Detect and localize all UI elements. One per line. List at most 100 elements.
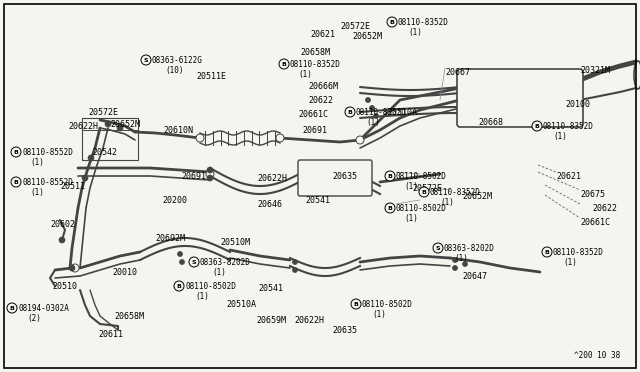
Circle shape bbox=[452, 266, 458, 270]
Text: 20652M: 20652M bbox=[352, 32, 382, 41]
Text: 20010: 20010 bbox=[112, 268, 137, 277]
Text: 08110-8502D: 08110-8502D bbox=[185, 282, 236, 291]
Text: 20572E: 20572E bbox=[88, 108, 118, 117]
Circle shape bbox=[117, 125, 123, 131]
Text: 20658M: 20658M bbox=[114, 312, 144, 321]
Text: B: B bbox=[390, 19, 394, 25]
Text: 20666M: 20666M bbox=[308, 82, 338, 91]
Text: B: B bbox=[13, 150, 19, 154]
Text: 08110-8502D: 08110-8502D bbox=[396, 204, 447, 213]
Text: B: B bbox=[545, 250, 549, 254]
Text: 20635: 20635 bbox=[332, 172, 357, 181]
Text: (10): (10) bbox=[165, 66, 184, 75]
Text: 20100: 20100 bbox=[565, 100, 590, 109]
Text: (1): (1) bbox=[553, 132, 567, 141]
Circle shape bbox=[452, 257, 458, 263]
Text: 20622: 20622 bbox=[592, 204, 617, 213]
Text: 08110-8352D: 08110-8352D bbox=[543, 122, 594, 131]
Text: 20647: 20647 bbox=[462, 272, 487, 281]
Text: 08110-8552D: 08110-8552D bbox=[22, 178, 73, 187]
Circle shape bbox=[177, 251, 182, 257]
Circle shape bbox=[207, 167, 213, 173]
Text: 20510M: 20510M bbox=[220, 238, 250, 247]
Text: (1): (1) bbox=[408, 28, 422, 37]
Text: 20635: 20635 bbox=[332, 326, 357, 335]
Text: S: S bbox=[144, 58, 148, 62]
Text: B: B bbox=[282, 61, 287, 67]
Circle shape bbox=[387, 17, 397, 27]
Text: 20661C: 20661C bbox=[580, 218, 610, 227]
Text: 20621: 20621 bbox=[310, 30, 335, 39]
Text: 08110-8502D: 08110-8502D bbox=[396, 172, 447, 181]
Circle shape bbox=[207, 175, 213, 181]
Text: 20622: 20622 bbox=[308, 96, 333, 105]
Circle shape bbox=[59, 237, 65, 243]
Text: 08110-8352D: 08110-8352D bbox=[430, 188, 481, 197]
Text: 20652M: 20652M bbox=[110, 120, 140, 129]
Text: B: B bbox=[348, 109, 353, 115]
Text: 20602: 20602 bbox=[50, 220, 75, 229]
Circle shape bbox=[174, 281, 184, 291]
Text: 20691: 20691 bbox=[302, 126, 327, 135]
Circle shape bbox=[11, 147, 21, 157]
Circle shape bbox=[374, 113, 378, 119]
Text: 08363-6122G: 08363-6122G bbox=[152, 56, 203, 65]
Text: (1): (1) bbox=[30, 188, 44, 197]
Text: 20652M: 20652M bbox=[462, 192, 492, 201]
Text: B: B bbox=[13, 180, 19, 185]
Text: (1): (1) bbox=[454, 254, 468, 263]
Text: B: B bbox=[388, 173, 392, 179]
Bar bbox=[82, 118, 138, 160]
Text: ^200 10 38: ^200 10 38 bbox=[574, 351, 620, 360]
Ellipse shape bbox=[634, 61, 640, 89]
Circle shape bbox=[292, 267, 298, 273]
Text: 08110-8552D: 08110-8552D bbox=[22, 148, 73, 157]
Text: 08363-8202D: 08363-8202D bbox=[444, 244, 495, 253]
Circle shape bbox=[69, 265, 75, 271]
Circle shape bbox=[433, 243, 443, 253]
Text: (1): (1) bbox=[195, 292, 209, 301]
Circle shape bbox=[279, 59, 289, 69]
Text: B: B bbox=[177, 283, 181, 289]
Circle shape bbox=[419, 187, 429, 197]
Circle shape bbox=[179, 260, 184, 264]
Circle shape bbox=[351, 299, 361, 309]
Text: 20658M: 20658M bbox=[300, 48, 330, 57]
Text: 20675: 20675 bbox=[580, 190, 605, 199]
Text: 08110-8352D: 08110-8352D bbox=[553, 248, 604, 257]
Text: 20622H: 20622H bbox=[68, 122, 98, 131]
Circle shape bbox=[345, 107, 355, 117]
Text: 20661C: 20661C bbox=[298, 110, 328, 119]
Text: (1): (1) bbox=[212, 268, 226, 277]
Text: 20542: 20542 bbox=[92, 148, 117, 157]
Text: (1): (1) bbox=[440, 198, 454, 207]
Circle shape bbox=[276, 134, 284, 142]
Text: 20668: 20668 bbox=[478, 118, 503, 127]
Text: 20572E: 20572E bbox=[412, 184, 442, 193]
Text: 08110-8502D: 08110-8502D bbox=[362, 300, 413, 309]
Text: 20510A: 20510A bbox=[387, 108, 417, 117]
Circle shape bbox=[532, 121, 542, 131]
Text: 20511E: 20511E bbox=[196, 72, 226, 81]
Text: 20621: 20621 bbox=[556, 172, 581, 181]
Circle shape bbox=[7, 303, 17, 313]
Circle shape bbox=[356, 136, 364, 144]
Circle shape bbox=[369, 106, 374, 110]
Text: S: S bbox=[192, 260, 196, 264]
Text: 08363-8202D: 08363-8202D bbox=[200, 258, 251, 267]
Circle shape bbox=[11, 177, 21, 187]
Text: (1): (1) bbox=[30, 158, 44, 167]
Circle shape bbox=[542, 247, 552, 257]
Text: B: B bbox=[422, 189, 426, 195]
Text: 20622H: 20622H bbox=[294, 316, 324, 325]
Text: 20692M: 20692M bbox=[155, 234, 185, 243]
Text: 08110-8352D: 08110-8352D bbox=[398, 18, 449, 27]
Circle shape bbox=[206, 170, 214, 178]
Text: B: B bbox=[10, 305, 15, 311]
Text: 20667: 20667 bbox=[445, 68, 470, 77]
Text: 20200: 20200 bbox=[162, 196, 187, 205]
Text: 20321M: 20321M bbox=[580, 66, 610, 75]
Text: (1): (1) bbox=[366, 118, 380, 127]
Text: 20511: 20511 bbox=[60, 182, 85, 191]
Circle shape bbox=[463, 262, 467, 266]
